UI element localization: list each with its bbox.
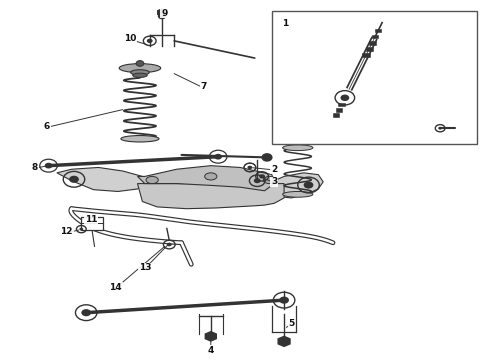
Polygon shape: [138, 184, 284, 209]
FancyBboxPatch shape: [336, 108, 342, 112]
Text: 11: 11: [85, 215, 98, 224]
Text: 7: 7: [200, 82, 207, 91]
Polygon shape: [138, 166, 274, 191]
Polygon shape: [57, 167, 147, 192]
Text: 6: 6: [44, 122, 50, 131]
Ellipse shape: [283, 145, 313, 150]
Text: 13: 13: [139, 264, 151, 273]
Circle shape: [304, 181, 314, 189]
Circle shape: [69, 176, 79, 183]
Text: 14: 14: [109, 283, 122, 292]
Circle shape: [214, 154, 222, 159]
Text: 9: 9: [161, 9, 168, 18]
Circle shape: [262, 154, 272, 161]
Circle shape: [254, 178, 261, 183]
Ellipse shape: [146, 176, 158, 184]
Ellipse shape: [133, 73, 147, 77]
Text: 12: 12: [60, 228, 73, 237]
Bar: [272, 12, 477, 144]
Ellipse shape: [121, 135, 159, 142]
Ellipse shape: [119, 64, 161, 73]
Circle shape: [79, 228, 83, 230]
Circle shape: [136, 60, 144, 66]
Circle shape: [81, 309, 91, 316]
Text: 1: 1: [282, 19, 288, 28]
Circle shape: [438, 127, 442, 130]
Text: 8: 8: [32, 163, 38, 172]
FancyBboxPatch shape: [333, 113, 340, 117]
Circle shape: [279, 297, 289, 304]
Text: 4: 4: [208, 346, 214, 355]
FancyBboxPatch shape: [362, 53, 370, 57]
Circle shape: [167, 243, 172, 246]
FancyBboxPatch shape: [366, 47, 373, 51]
FancyBboxPatch shape: [369, 41, 376, 45]
Text: 2: 2: [271, 165, 277, 174]
FancyBboxPatch shape: [338, 103, 344, 107]
Circle shape: [247, 166, 252, 169]
FancyBboxPatch shape: [375, 29, 381, 32]
Polygon shape: [265, 173, 323, 198]
Circle shape: [259, 174, 265, 179]
Circle shape: [159, 14, 165, 19]
Text: 5: 5: [288, 319, 294, 328]
Ellipse shape: [283, 192, 313, 197]
Ellipse shape: [263, 176, 275, 184]
Text: 10: 10: [124, 34, 136, 43]
Circle shape: [341, 95, 349, 101]
FancyBboxPatch shape: [372, 35, 378, 39]
Ellipse shape: [205, 173, 217, 180]
Circle shape: [45, 163, 52, 168]
Circle shape: [147, 39, 153, 43]
Ellipse shape: [131, 70, 149, 75]
Text: 3: 3: [271, 177, 277, 186]
Bar: [81, 217, 103, 230]
